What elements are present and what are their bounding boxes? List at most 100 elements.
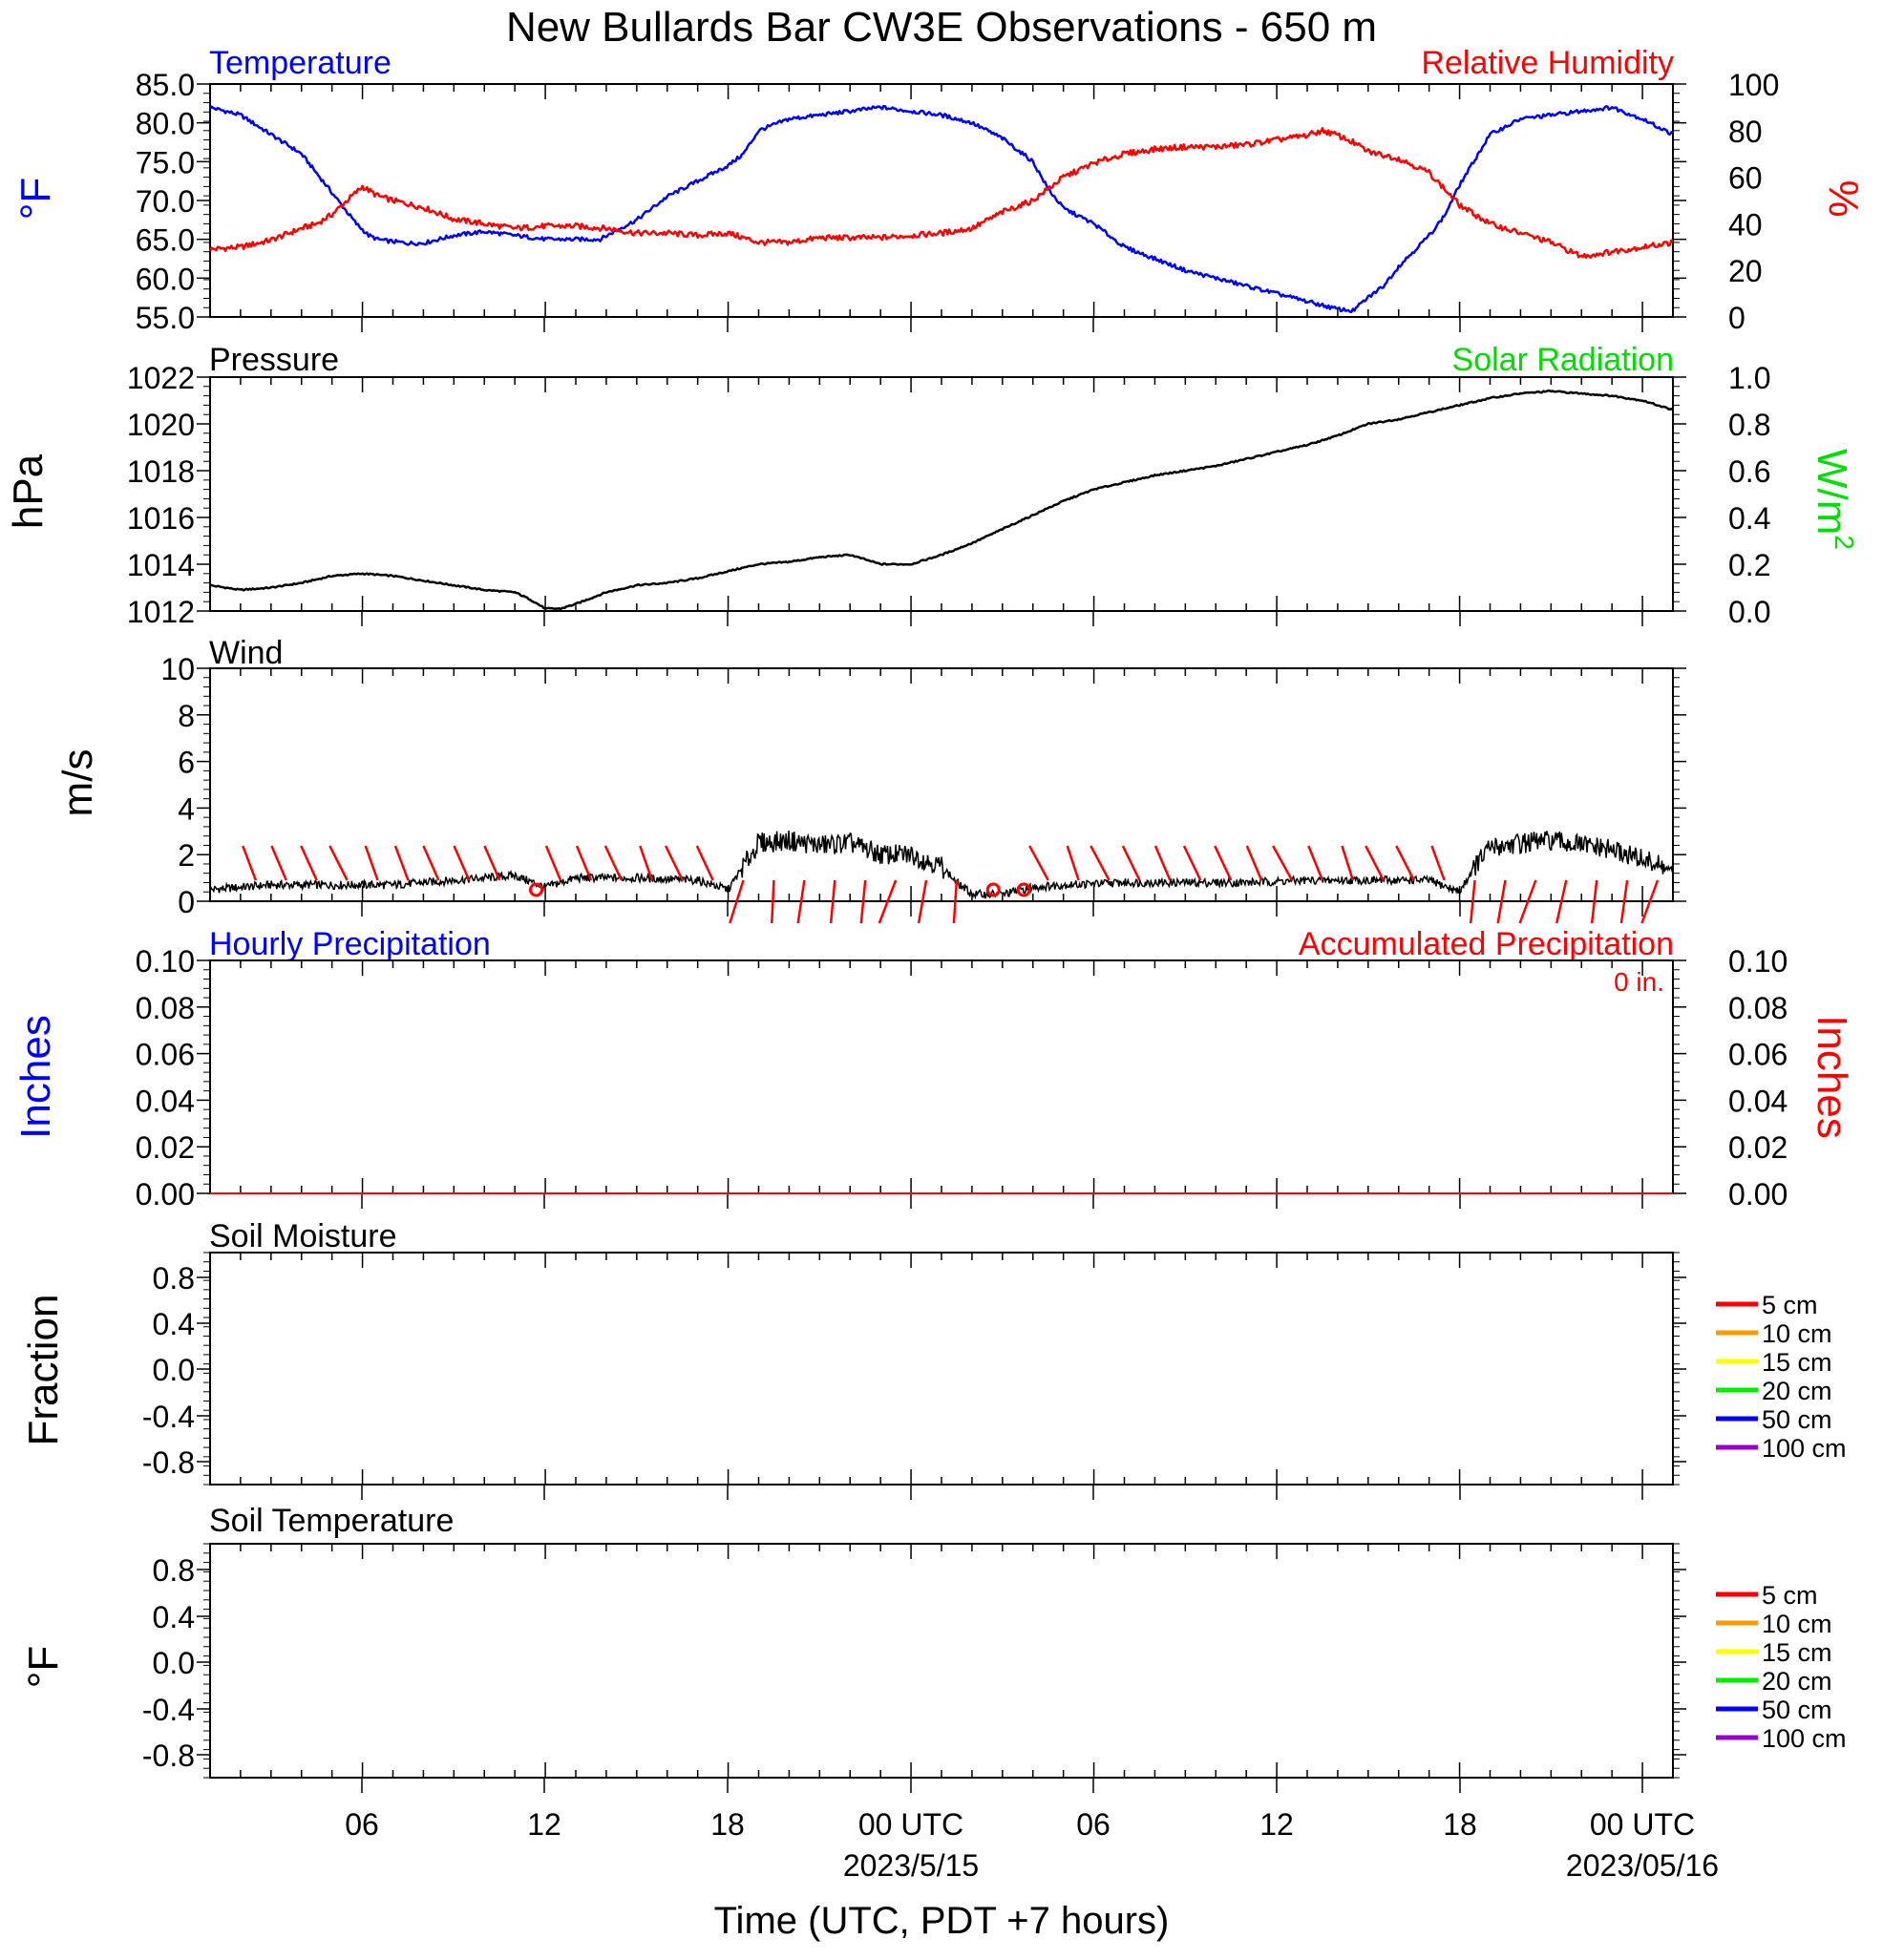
x-tick-label: 18: [710, 1807, 745, 1842]
wind-barb: [1430, 845, 1446, 881]
legend-label-50cm: 50 cm: [1762, 1405, 1832, 1434]
wind-barb: [1182, 845, 1202, 881]
hourly-precip-title: Hourly Precipitation: [209, 926, 491, 962]
wind-barb: [829, 879, 836, 924]
y-tick-label: 55.0: [136, 301, 195, 335]
y-tick-label: 70.0: [136, 184, 195, 219]
wind-barb: [1590, 879, 1598, 924]
legend-label-50cm: 50 cm: [1762, 1696, 1832, 1724]
wind-barb: [1555, 879, 1568, 924]
calm-wind-marker: [529, 882, 544, 897]
y-tick-label: 0.00: [136, 1177, 195, 1212]
y-tick-label: 0.4: [153, 1600, 195, 1634]
temperature-line: [209, 104, 1674, 313]
figure-title: New Bullards Bar CW3E Observations - 650…: [506, 4, 1377, 51]
calm-wind-marker: [1016, 882, 1031, 897]
solar-unit-label: W/m2: [1809, 449, 1859, 550]
y-tick-label: 0.10: [136, 944, 195, 979]
right-y-tick-label: 0.06: [1728, 1038, 1788, 1072]
humidity-unit-label: %: [1820, 179, 1867, 217]
x-axis-label: Time (UTC, PDT +7 hours): [714, 1900, 1170, 1942]
y-tick-label: 0.0: [153, 1353, 195, 1387]
right-y-tick-label: 0.4: [1728, 501, 1770, 536]
y-tick-label: 0.0: [153, 1646, 195, 1680]
solar-radiation-title: Solar Radiation: [1452, 342, 1674, 378]
pressure-unit-label: hPa: [5, 453, 52, 529]
hourly-precip-unit-label: Inches: [12, 1015, 59, 1139]
wind-barb: [695, 845, 714, 881]
y-tick-label: -0.4: [142, 1400, 195, 1434]
right-y-tick-label: 0.04: [1728, 1084, 1788, 1118]
x-tick-label: 18: [1443, 1807, 1477, 1842]
wind-barb: [771, 879, 775, 924]
legend-label-20cm: 20 cm: [1762, 1377, 1832, 1405]
wind-barb: [1153, 845, 1172, 881]
y-tick-label: 60.0: [136, 262, 195, 296]
wind-barb: [603, 845, 624, 881]
wind-barb: [1395, 845, 1415, 881]
wind-barb: [859, 879, 867, 924]
date-label-first: 2023/5/15: [843, 1848, 979, 1883]
legend-label-10cm: 10 cm: [1762, 1319, 1832, 1348]
right-y-tick-label: 0.8: [1728, 408, 1770, 442]
right-y-tick-label: 0.0: [1728, 595, 1770, 629]
date-label-second: 2023/05/16: [1566, 1848, 1719, 1883]
soil-moisture-title: Soil Moisture: [209, 1218, 397, 1254]
wind-barb: [1619, 879, 1629, 924]
wind-barb: [544, 845, 562, 881]
right-y-tick-label: 80: [1728, 115, 1763, 149]
right-y-tick-label: 0.08: [1728, 991, 1788, 1025]
wind-title: Wind: [209, 635, 283, 671]
right-y-tick-label: 20: [1728, 254, 1763, 288]
right-y-tick-label: 0: [1728, 301, 1745, 335]
legend-label-10cm: 10 cm: [1762, 1610, 1832, 1638]
y-tick-label: 1016: [127, 501, 195, 536]
y-tick-label: 1014: [127, 548, 195, 582]
humidity-title: Relative Humidity: [1421, 45, 1674, 81]
y-tick-label: 85.0: [136, 68, 195, 102]
solar-unit-base: W/m: [1809, 449, 1855, 535]
right-y-tick-label: 1.0: [1728, 361, 1770, 395]
y-tick-label: 0.8: [153, 1553, 195, 1588]
wind-barb: [1518, 879, 1537, 924]
humidity-line: [208, 127, 1674, 260]
y-tick-label: 0.06: [136, 1038, 195, 1072]
y-tick-label: 0.08: [136, 991, 195, 1025]
x-tick-label: 00 UTC: [858, 1807, 963, 1842]
wind-barb: [1245, 845, 1263, 881]
wind-barb: [878, 879, 898, 924]
right-y-tick-label: 0.10: [1728, 944, 1788, 979]
wind-barb: [364, 845, 379, 881]
y-tick-label: 1020: [127, 408, 195, 442]
y-tick-label: -0.8: [142, 1445, 195, 1480]
wind-speed-line: [209, 831, 1674, 900]
wind-barb: [1090, 845, 1111, 881]
right-y-tick-label: 0.00: [1728, 1177, 1788, 1212]
wind-barb: [1365, 845, 1385, 881]
wind-barb: [483, 845, 501, 881]
y-tick-label: 8: [178, 699, 195, 733]
y-tick-label: 4: [178, 791, 195, 826]
legend-label-100cm: 100 cm: [1762, 1724, 1847, 1753]
wind-barb: [917, 879, 928, 924]
accum-precip-title: Accumulated Precipitation: [1299, 926, 1674, 962]
y-tick-label: 1012: [127, 595, 195, 629]
right-y-tick-label: 100: [1728, 68, 1779, 102]
wind-barb: [270, 845, 287, 881]
y-tick-label: 0.8: [153, 1261, 195, 1296]
wind-barb: [664, 845, 684, 881]
calm-wind-marker: [985, 882, 1001, 897]
solar-unit-superscript: 2: [1830, 535, 1859, 550]
y-tick-label: 1018: [127, 454, 195, 489]
wind-barb: [1307, 845, 1324, 881]
wind-barb: [453, 845, 471, 881]
legend-label-5cm: 5 cm: [1762, 1291, 1818, 1319]
wind-barb: [1640, 879, 1660, 924]
plot-layer: 85.080.075.070.065.060.055.0100806040200…: [127, 68, 1788, 1793]
temperature-title: Temperature: [209, 45, 391, 81]
y-tick-label: 65.0: [136, 223, 195, 258]
y-tick-label: 6: [178, 746, 195, 780]
x-tick-label: 06: [1076, 1807, 1111, 1842]
